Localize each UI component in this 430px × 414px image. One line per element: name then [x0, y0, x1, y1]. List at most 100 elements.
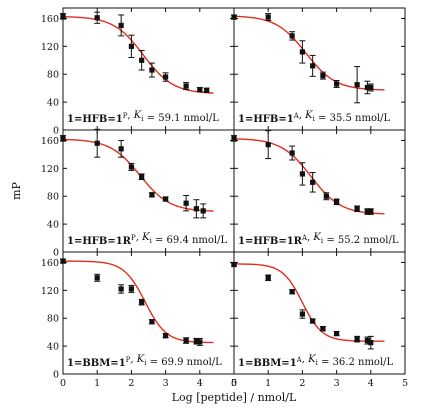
- data-point: [368, 84, 374, 91]
- y-tick-label: 120: [41, 42, 59, 53]
- data-point: [265, 14, 271, 20]
- annotation-part: i: [313, 115, 316, 123]
- annotation-part: P: [126, 356, 131, 364]
- annotation-part: K: [307, 354, 316, 365]
- y-tick-label: 160: [41, 136, 59, 147]
- data-point: [163, 196, 169, 202]
- x-tick-label: 1: [94, 378, 100, 389]
- data-point: [128, 43, 134, 49]
- data-point: [204, 87, 210, 93]
- panel-2: 1=HFB=1A, Ki = 35.5 nmol/L: [231, 7, 406, 131]
- annotation-part: 1: [119, 358, 126, 369]
- annotation-part: K: [141, 232, 150, 243]
- panel-frame: [233, 251, 406, 375]
- data-point: [334, 330, 340, 337]
- data-point: [94, 140, 100, 146]
- annotation-part: i: [316, 359, 319, 367]
- y-tick-label: 40: [47, 342, 59, 353]
- annotation-part: A: [296, 356, 303, 364]
- annotation-part: ,: [302, 354, 308, 365]
- panel-frame: [62, 251, 235, 375]
- data-point: [163, 333, 169, 339]
- data-point: [289, 289, 295, 295]
- data-point: [183, 83, 189, 89]
- panel-6: 1=BBM=1A, Ki = 36.2 nmol/L: [231, 251, 406, 375]
- annotation-part: i: [141, 115, 144, 123]
- fit-curve: [233, 138, 385, 215]
- data-point: [299, 311, 305, 317]
- x-tick-label: 4: [197, 378, 203, 389]
- data-point: [368, 208, 374, 215]
- data-point: [60, 258, 66, 264]
- data-point: [364, 337, 370, 344]
- annotation-part: = 36.2 nmol/L: [318, 357, 394, 368]
- x-tick-label: 1: [265, 378, 271, 389]
- annotation-part: 1=HFB=: [67, 114, 116, 125]
- panel-annotation: 1=HFB=1P, Ki = 59.1 nmol/L: [67, 110, 219, 125]
- data-point: [94, 275, 100, 281]
- x-tick-label: 4: [368, 378, 374, 389]
- y-tick-label: 0: [53, 248, 59, 259]
- panel-annotation: 1=BBM=1P, Ki = 69.9 nmol/L: [67, 354, 222, 369]
- data-point: [139, 174, 145, 180]
- y-tick-label: 120: [41, 286, 59, 297]
- annotation-part: K: [312, 232, 321, 243]
- data-point: [289, 150, 295, 156]
- panel-5: 1=BBM=1P, Ki = 69.9 nmol/L: [60, 251, 235, 375]
- data-point: [128, 164, 134, 170]
- fit-curve: [62, 16, 214, 94]
- data-point: [354, 206, 360, 212]
- annotation-part: 1=HFB=: [67, 236, 116, 247]
- annotation-part: ,: [127, 110, 133, 121]
- data-point: [149, 67, 155, 73]
- data-point: [60, 135, 66, 141]
- annotation-part: ,: [307, 232, 313, 243]
- annotation-part: K: [304, 110, 313, 121]
- y-tick-label: 120: [41, 164, 59, 175]
- data-point: [265, 275, 271, 281]
- annotation-part: A: [301, 234, 308, 242]
- data-point: [310, 179, 316, 185]
- data-point: [118, 22, 124, 29]
- data-point: [149, 192, 155, 198]
- data-point: [310, 63, 316, 69]
- panel-annotation: 1=HFB=1RA, Ki = 55.2 nmol/L: [238, 232, 399, 247]
- annotation-part: = 59.1 nmol/L: [144, 113, 220, 124]
- data-point: [354, 82, 360, 88]
- annotation-part: 1: [290, 358, 297, 369]
- panel-4: 1=HFB=1RA, Ki = 55.2 nmol/L: [231, 129, 406, 253]
- y-tick-label: 40: [47, 98, 59, 109]
- data-point: [183, 200, 189, 206]
- annotation-part: ,: [136, 232, 142, 243]
- y-tick-label: 160: [41, 258, 59, 269]
- data-point: [320, 326, 326, 332]
- x-tick-label: 5: [402, 378, 408, 389]
- y-tick-label: 0: [53, 370, 59, 381]
- annotation-part: i: [144, 359, 147, 367]
- data-point: [200, 208, 206, 214]
- y-tick-label: 160: [41, 14, 59, 25]
- data-point: [368, 340, 374, 346]
- y-tick-label: 80: [47, 192, 59, 203]
- annotation-part: 1=HFB=: [238, 236, 287, 247]
- data-point: [197, 86, 203, 93]
- data-point: [139, 299, 145, 305]
- data-point: [334, 199, 340, 205]
- panel-1: 1=HFB=1P, Ki = 59.1 nmol/L: [60, 7, 235, 131]
- data-point: [197, 339, 203, 345]
- y-tick-label: 40: [47, 220, 59, 231]
- fit-curve: [63, 260, 214, 344]
- data-point: [118, 146, 124, 152]
- data-point: [60, 13, 66, 19]
- data-point: [231, 261, 237, 268]
- x-tick-label: 0: [231, 378, 237, 389]
- annotation-part: 1: [116, 114, 123, 125]
- annotation-part: i: [150, 237, 153, 245]
- annotation-part: 1R: [116, 236, 132, 247]
- annotation-part: = 55.2 nmol/L: [323, 235, 399, 246]
- x-tick-label: 5: [231, 378, 237, 389]
- x-tick-label: 3: [334, 378, 340, 389]
- annotation-part: = 69.9 nmol/L: [146, 357, 222, 368]
- y-tick-label: 80: [47, 314, 59, 325]
